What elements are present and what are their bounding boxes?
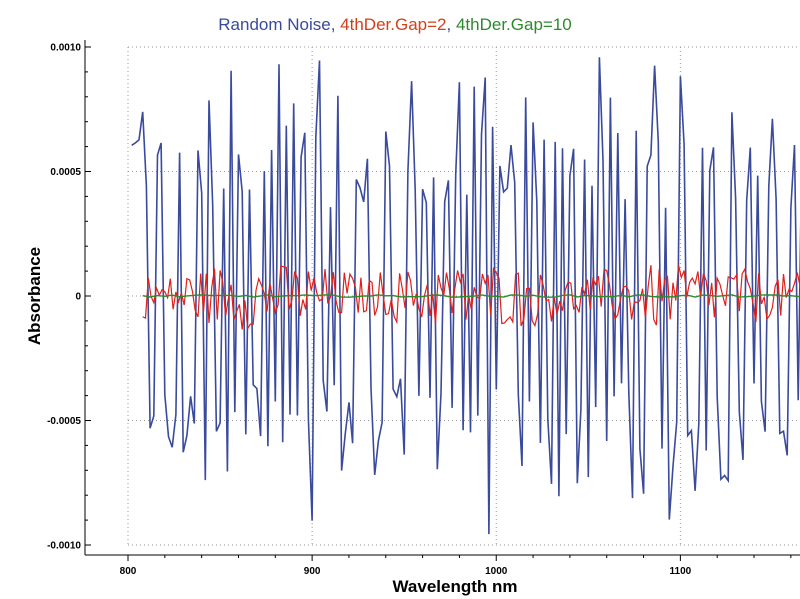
- series-random-noise: [131, 57, 800, 535]
- x-tick-label-3: 1100: [670, 566, 692, 577]
- title-part-3: ,: [447, 15, 456, 34]
- title-part-1: ,: [331, 15, 340, 34]
- x-tick-label-1: 900: [304, 566, 321, 577]
- x-tick-label-2: 1000: [485, 566, 508, 577]
- series-layer: [131, 57, 800, 535]
- x-tick-label-0: 800: [120, 566, 137, 577]
- y-ticks: -0.0010 -0.0005 0 0.0005 0.0010: [47, 43, 91, 552]
- y-tick-label-3: 0.0005: [50, 167, 81, 178]
- y-tick-label-2: 0: [75, 292, 81, 303]
- series-4thder-gap10: [142, 294, 800, 298]
- title-part-4: 4thDer.Gap=10: [456, 15, 572, 34]
- title-part-0: Random Noise: [218, 15, 330, 34]
- x-ticks: 8009001000110012001300140015001600: [120, 555, 792, 577]
- title-part-2: 4thDer.Gap=2: [340, 15, 446, 34]
- chart-title: Random Noise, 4thDer.Gap=2, 4thDer.Gap=1…: [218, 15, 571, 34]
- series-4thder-gap2: [142, 264, 800, 331]
- y-tick-label-4: 0.0010: [50, 43, 81, 54]
- y-tick-label-0: -0.0010: [47, 541, 81, 552]
- y-tick-label-1: -0.0005: [47, 416, 81, 427]
- y-axis-label: Absorbance: [25, 247, 44, 345]
- x-axis-label: Wavelength nm: [393, 577, 518, 596]
